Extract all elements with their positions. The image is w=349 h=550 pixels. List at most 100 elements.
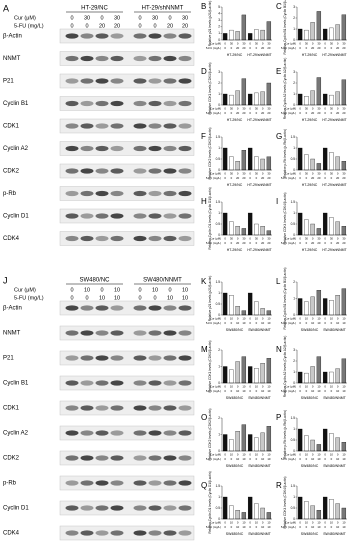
blot-band <box>163 123 177 129</box>
condition-value: 0 <box>237 107 239 111</box>
condition-value: 10 <box>267 317 271 321</box>
blot-band <box>80 235 94 242</box>
blot-band <box>110 430 124 436</box>
bar <box>229 369 234 384</box>
condition-value: 10 <box>99 295 105 301</box>
y-axis-label: Relative Cyclin D1 levels (Cyclin D1/β-a… <box>208 471 212 533</box>
blot-band <box>65 505 79 511</box>
y-tick-label: 2 <box>293 280 295 284</box>
condition-value: 30 <box>255 42 259 46</box>
condition-value: 0 <box>256 46 258 50</box>
condition-value: 0 <box>337 107 339 111</box>
bar <box>329 499 334 520</box>
condition-value: 0 <box>224 521 226 525</box>
condition-value: 0 <box>231 389 233 393</box>
condition-value: 0 <box>299 321 301 325</box>
bar <box>266 512 272 520</box>
y-tick-label: 0 <box>218 449 220 453</box>
condition-value: 0 <box>249 453 251 457</box>
blot-band <box>80 78 94 84</box>
condition-value: 0 <box>324 453 326 457</box>
condition-value: 0 <box>331 176 333 180</box>
blot-band <box>133 530 147 536</box>
condition-value: 0 <box>249 107 251 111</box>
bar <box>310 366 315 384</box>
blot-band <box>178 168 192 174</box>
blot-band <box>133 355 147 361</box>
blot-band <box>95 145 109 152</box>
blot-band <box>178 455 192 461</box>
condition-value: 20 <box>242 111 246 115</box>
condition-value: 0 <box>70 23 73 29</box>
blot-band <box>80 405 94 411</box>
condition-value: 10 <box>255 521 259 525</box>
blot-strip <box>59 51 195 66</box>
condition-label: Cur (μM) <box>210 42 221 46</box>
panel-letter: F <box>201 132 206 141</box>
condition-value: 0 <box>337 385 339 389</box>
bar <box>241 150 247 171</box>
blot-band <box>148 455 162 461</box>
blot-strip <box>59 525 195 541</box>
blot-band <box>133 190 147 197</box>
condition-value: 0 <box>224 107 226 111</box>
panel-letter: B <box>201 2 206 11</box>
condition-value: 10 <box>242 321 246 325</box>
condition-value: 0 <box>306 389 308 393</box>
condition-value: 10 <box>261 321 265 325</box>
y-tick-label: 0 <box>293 168 295 172</box>
blot-band <box>148 405 162 411</box>
condition-label: 5-FU (mg/L) <box>206 525 221 529</box>
bar <box>254 367 259 384</box>
condition-value: 30 <box>242 172 246 176</box>
condition-value: 0 <box>306 176 308 180</box>
blot-band <box>65 145 79 152</box>
blot-band <box>178 78 192 84</box>
condition-value: 0 <box>249 46 251 50</box>
condition-value: 0 <box>138 287 141 293</box>
condition-value: 10 <box>317 389 321 393</box>
protein-label: p-Rb <box>3 191 17 197</box>
condition-value: 0 <box>299 42 301 46</box>
bar <box>310 296 315 316</box>
condition-value: 20 <box>342 241 346 245</box>
condition-value: 0 <box>324 525 326 529</box>
condition-value: 20 <box>267 46 271 50</box>
condition-value: 0 <box>224 237 226 241</box>
y-axis-label: Relative CDK2 levels (CDK2/β-actin) <box>208 128 212 180</box>
blot-strip <box>59 450 195 466</box>
blot-strip <box>59 500 195 516</box>
condition-value: 30 <box>230 107 234 111</box>
condition-value: 20 <box>261 111 265 115</box>
condition-label: Cur (μM) <box>285 107 296 111</box>
condition-value: 0 <box>100 287 103 293</box>
blot-band <box>65 355 79 361</box>
y-tick-label: 1 <box>293 27 295 31</box>
y-tick-label: 0 <box>293 233 295 237</box>
blot-band <box>65 190 79 197</box>
blot-strip <box>59 208 195 224</box>
blot-band <box>110 123 124 129</box>
group-label: SW480/NC <box>301 532 319 536</box>
blot-band <box>148 123 162 129</box>
condition-label: Cur (μM) <box>285 453 296 457</box>
condition-value: 10 <box>317 521 321 525</box>
bar <box>297 212 303 236</box>
blot-band <box>65 33 79 39</box>
bar <box>247 292 253 316</box>
condition-value: 0 <box>256 389 258 393</box>
condition-value: 0 <box>299 172 301 176</box>
y-tick-label: 1 <box>218 31 220 35</box>
group-label: SW480/NNMT <box>323 464 346 468</box>
bar <box>241 512 247 520</box>
condition-value: 20 <box>236 241 240 245</box>
condition-value: 10 <box>261 525 265 529</box>
blot-band <box>110 455 124 461</box>
bar <box>304 154 309 171</box>
blot-strip <box>59 300 195 316</box>
bar <box>247 33 253 41</box>
condition-value: 0 <box>337 521 339 525</box>
y-tick-label: 1 <box>218 432 220 436</box>
condition-value: 0 <box>331 389 333 393</box>
condition-value: 10 <box>236 321 240 325</box>
